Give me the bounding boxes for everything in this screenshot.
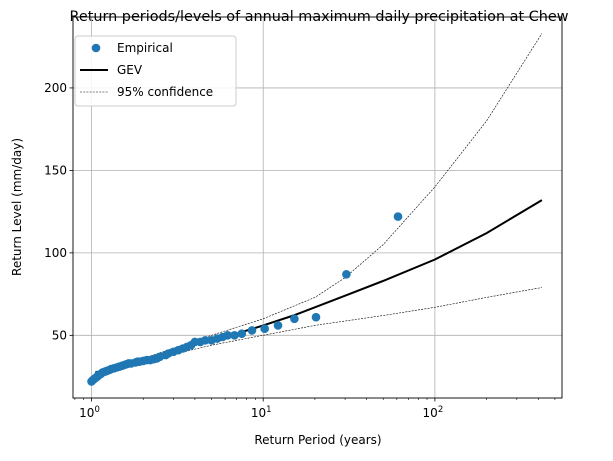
x-tick-label: 100	[79, 405, 100, 420]
confidence-upper-line	[95, 33, 543, 372]
legend-label-gev: GEV	[117, 63, 143, 77]
y-tick-label: 200	[44, 81, 67, 95]
empirical-point	[237, 329, 247, 339]
y-tick-label: 50	[52, 328, 67, 342]
confidence-lower-line	[95, 287, 542, 376]
empirical-point	[311, 312, 321, 322]
tick-layer: 100 101 102 50 100 150 200	[44, 81, 556, 420]
legend-empirical-marker	[91, 43, 101, 53]
y-tick-label: 100	[44, 246, 67, 260]
empirical-point	[342, 270, 351, 279]
x-tick-label: 102	[423, 405, 444, 420]
empirical-point	[223, 331, 232, 340]
empirical-point	[273, 321, 283, 330]
grid-layer	[73, 17, 562, 398]
series-layer	[87, 33, 543, 386]
empirical-point	[260, 324, 270, 334]
legend: Empirical GEV 95% confidence	[74, 35, 237, 107]
plot-frame	[72, 16, 563, 399]
legend-label-empirical: Empirical	[117, 41, 173, 55]
empirical-point	[201, 336, 210, 345]
empirical-point	[230, 331, 239, 340]
x-axis-label: Return Period (years)	[254, 433, 381, 447]
legend-box	[74, 35, 237, 107]
y-axis-label: Return Level (mm/day)	[10, 138, 24, 276]
legend-label-confidence: 95% confidence	[117, 85, 213, 99]
empirical-point	[247, 326, 257, 335]
y-tick-label: 150	[44, 163, 67, 177]
gev-line	[94, 199, 543, 375]
empirical-point	[290, 314, 299, 324]
x-tick-label: 101	[251, 405, 272, 420]
empirical-point	[393, 212, 403, 221]
